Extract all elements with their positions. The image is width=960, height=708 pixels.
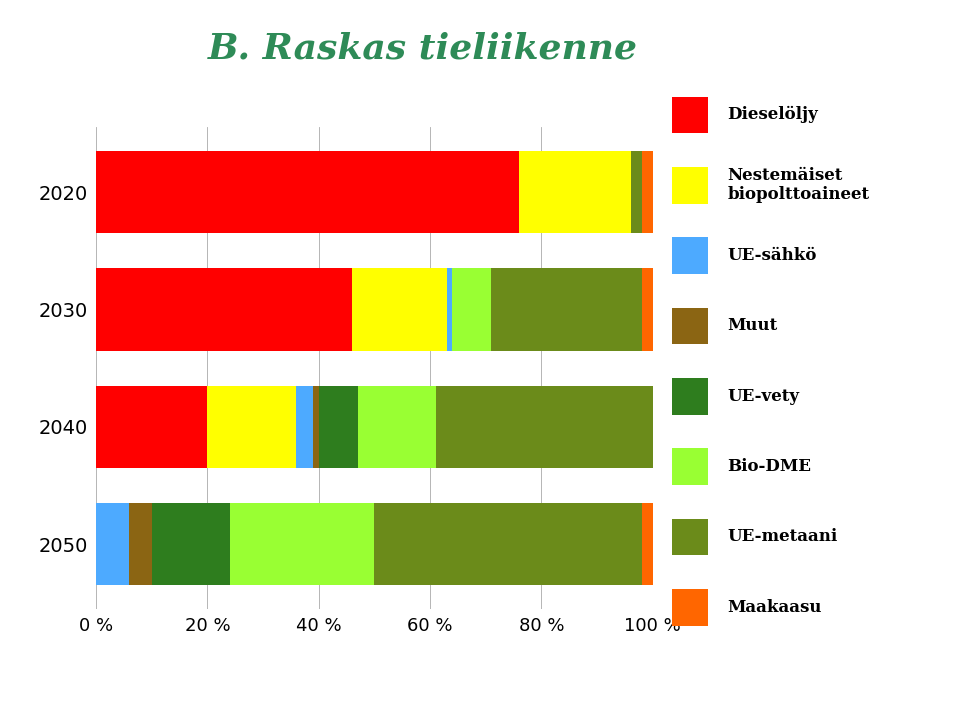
Bar bbox=[374, 503, 641, 586]
Bar bbox=[672, 307, 708, 344]
Text: Bio-DME: Bio-DME bbox=[728, 458, 811, 475]
Bar bbox=[207, 386, 297, 468]
Bar bbox=[452, 268, 492, 350]
Text: UE-metaani: UE-metaani bbox=[728, 528, 838, 545]
Bar bbox=[358, 386, 436, 468]
Bar bbox=[96, 503, 130, 586]
Bar bbox=[672, 448, 708, 485]
Bar bbox=[672, 167, 708, 203]
Bar bbox=[130, 503, 152, 586]
Bar bbox=[519, 151, 631, 233]
Text: Nestemäiset
biopolttoaineet: Nestemäiset biopolttoaineet bbox=[728, 167, 870, 203]
Text: Helsinki 11.10.2012: Helsinki 11.10.2012 bbox=[784, 671, 941, 685]
Bar bbox=[229, 503, 374, 586]
Text: UE-vety: UE-vety bbox=[728, 388, 800, 405]
Bar bbox=[672, 96, 708, 133]
Text: UE-sähkö: UE-sähkö bbox=[728, 247, 817, 264]
Bar bbox=[96, 386, 207, 468]
Text: Dieselöljy: Dieselöljy bbox=[728, 106, 819, 123]
Bar bbox=[631, 151, 641, 233]
Bar bbox=[96, 151, 519, 233]
Bar bbox=[641, 503, 653, 586]
Text: Ari Lampinen • Biokaasuyhdistyksen seminaari: Ari Lampinen • Biokaasuyhdistyksen semin… bbox=[19, 671, 385, 685]
Bar bbox=[319, 386, 358, 468]
Bar bbox=[672, 237, 708, 274]
Bar bbox=[641, 151, 653, 233]
Bar bbox=[672, 519, 708, 555]
Bar bbox=[436, 386, 653, 468]
Bar bbox=[313, 386, 319, 468]
Bar bbox=[672, 589, 708, 626]
Bar bbox=[152, 503, 229, 586]
Bar bbox=[352, 268, 446, 350]
Bar bbox=[446, 268, 452, 350]
Text: B. Raskas tieliikenne: B. Raskas tieliikenne bbox=[207, 32, 637, 66]
Bar bbox=[672, 378, 708, 415]
Bar bbox=[492, 268, 641, 350]
Bar bbox=[297, 386, 313, 468]
Bar bbox=[96, 268, 352, 350]
Text: 17: 17 bbox=[470, 671, 490, 685]
Bar bbox=[641, 268, 653, 350]
Text: Maakaasu: Maakaasu bbox=[728, 599, 822, 616]
Text: Muut: Muut bbox=[728, 317, 778, 334]
